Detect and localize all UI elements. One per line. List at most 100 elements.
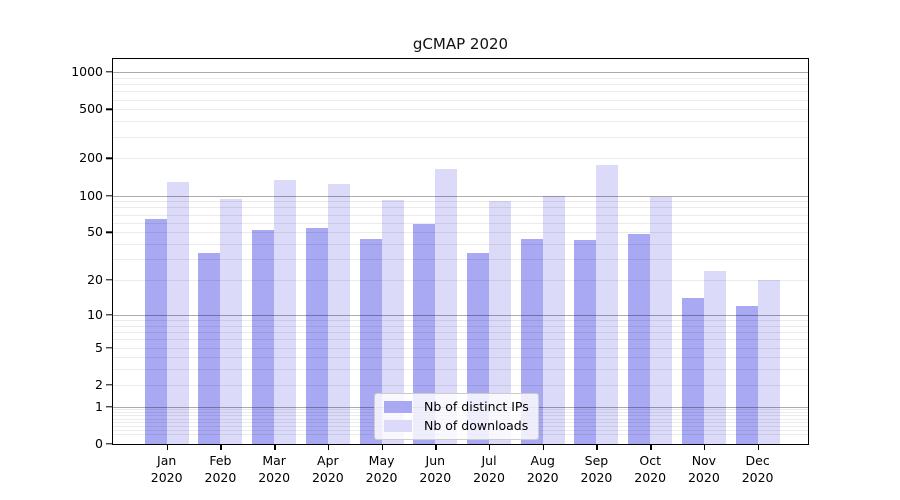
gridline-minor [113, 207, 808, 209]
x-tick-label: Oct 2020 [620, 452, 680, 486]
x-tick-label: Apr 2020 [298, 452, 358, 486]
gridline-minor [113, 201, 808, 203]
x-tick-year: 2020 [258, 470, 291, 485]
plot-area: Nb of distinct IPs Nb of downloads [112, 58, 809, 445]
x-tick-month: Jan [157, 453, 177, 468]
bar-distinct-ips [681, 298, 704, 444]
x-tick-month: Jun [425, 453, 446, 468]
y-tick-label: 200 [79, 150, 103, 166]
gridline-minor [113, 77, 808, 79]
x-tick-month: Nov [691, 453, 717, 468]
gridline-major [113, 72, 808, 74]
gridline-minor [113, 214, 808, 216]
legend-swatch-downloads [384, 419, 412, 432]
gridline-minor [113, 158, 808, 160]
y-tick-label: 0 [95, 435, 103, 451]
x-tick-year: 2020 [741, 470, 774, 485]
x-tick-mark [542, 445, 545, 450]
bar-distinct-ips [628, 234, 651, 444]
x-tick-mark [650, 445, 652, 450]
legend: Nb of distinct IPs Nb of downloads [374, 393, 539, 440]
gridline-minor [113, 99, 808, 101]
y-tick-label: 2 [95, 376, 103, 392]
x-tick-mark [703, 445, 706, 450]
legend-label-distinct-ips: Nb of distinct IPs [424, 399, 529, 414]
x-tick-year: 2020 [687, 470, 720, 485]
x-tick-mark [220, 445, 222, 450]
legend-swatch-distinct-ips [384, 400, 412, 413]
x-tick-year: 2020 [580, 470, 613, 485]
bar-downloads [327, 184, 350, 444]
gridline-minor [113, 84, 808, 86]
bar-distinct-ips [252, 230, 275, 444]
x-tick-mark [381, 445, 383, 450]
bar-distinct-ips [413, 223, 436, 444]
x-tick-month: Aug [530, 453, 555, 468]
x-tick-year: 2020 [419, 470, 452, 485]
x-tick-label: Sep 2020 [566, 452, 626, 486]
bar-downloads [489, 201, 512, 444]
gridline-major [113, 195, 808, 197]
bar-distinct-ips [574, 240, 597, 444]
x-tick-month: Jul [481, 453, 497, 468]
bar-distinct-ips [305, 228, 328, 444]
x-tick-mark [166, 445, 169, 450]
bar-distinct-ips [359, 239, 382, 444]
x-tick-mark [757, 445, 759, 450]
x-tick-month: Apr [317, 453, 339, 468]
bar-downloads [703, 270, 726, 444]
x-tick-month: Dec [745, 453, 770, 468]
y-tick-label: 100 [79, 187, 103, 203]
y-tick-mark [106, 108, 112, 111]
x-tick-mark [327, 445, 330, 450]
x-tick-month: Oct [639, 453, 661, 468]
bar-distinct-ips [520, 239, 543, 444]
x-tick-label: Nov 2020 [674, 452, 734, 486]
y-tick-mark [106, 157, 112, 160]
x-tick-label: Mar 2020 [244, 452, 304, 486]
bar-distinct-ips [144, 219, 167, 444]
bar-downloads [542, 195, 565, 444]
x-tick-year: 2020 [473, 470, 505, 485]
x-tick-year: 2020 [311, 470, 344, 485]
x-tick-label: Aug 2020 [513, 452, 573, 486]
bar-downloads [274, 179, 297, 444]
x-tick-label: Dec 2020 [728, 452, 788, 486]
x-tick-year: 2020 [365, 470, 398, 485]
y-tick-label: 5 [95, 339, 103, 355]
x-tick-year: 2020 [634, 470, 667, 485]
y-tick-label: 500 [79, 101, 103, 117]
x-tick-mark [274, 445, 276, 450]
y-tick-mark [106, 314, 112, 316]
x-tick-mark [435, 445, 437, 450]
gridline-minor [113, 222, 808, 224]
bar-downloads [650, 197, 673, 444]
y-tick-mark [106, 443, 112, 445]
bar-downloads [435, 169, 458, 444]
gridline-minor [113, 91, 808, 93]
bar-downloads [166, 181, 189, 444]
y-tick-label: 50 [87, 224, 103, 240]
x-tick-mark [596, 445, 598, 450]
gridline-minor [113, 244, 808, 246]
x-tick-month: Sep [584, 453, 609, 468]
y-tick-mark [106, 279, 112, 281]
bar-distinct-ips [735, 305, 758, 444]
legend-entry-downloads: Nb of downloads [384, 418, 529, 433]
bar-downloads [381, 199, 404, 444]
bar-downloads [596, 165, 619, 444]
x-tick-label: Jun 2020 [405, 452, 465, 486]
x-tick-year: 2020 [150, 470, 183, 485]
x-tick-year: 2020 [526, 470, 559, 485]
y-tick-label: 1000 [71, 63, 103, 79]
gridline-minor [113, 232, 808, 234]
x-tick-year: 2020 [204, 470, 237, 485]
x-tick-label: May 2020 [352, 452, 412, 486]
gridline-minor [113, 109, 808, 111]
bar-downloads [220, 199, 243, 444]
y-tick-mark [106, 231, 112, 234]
x-tick-label: Jul 2020 [459, 452, 519, 486]
y-tick-label: 10 [87, 306, 103, 322]
bar-distinct-ips [198, 252, 221, 444]
